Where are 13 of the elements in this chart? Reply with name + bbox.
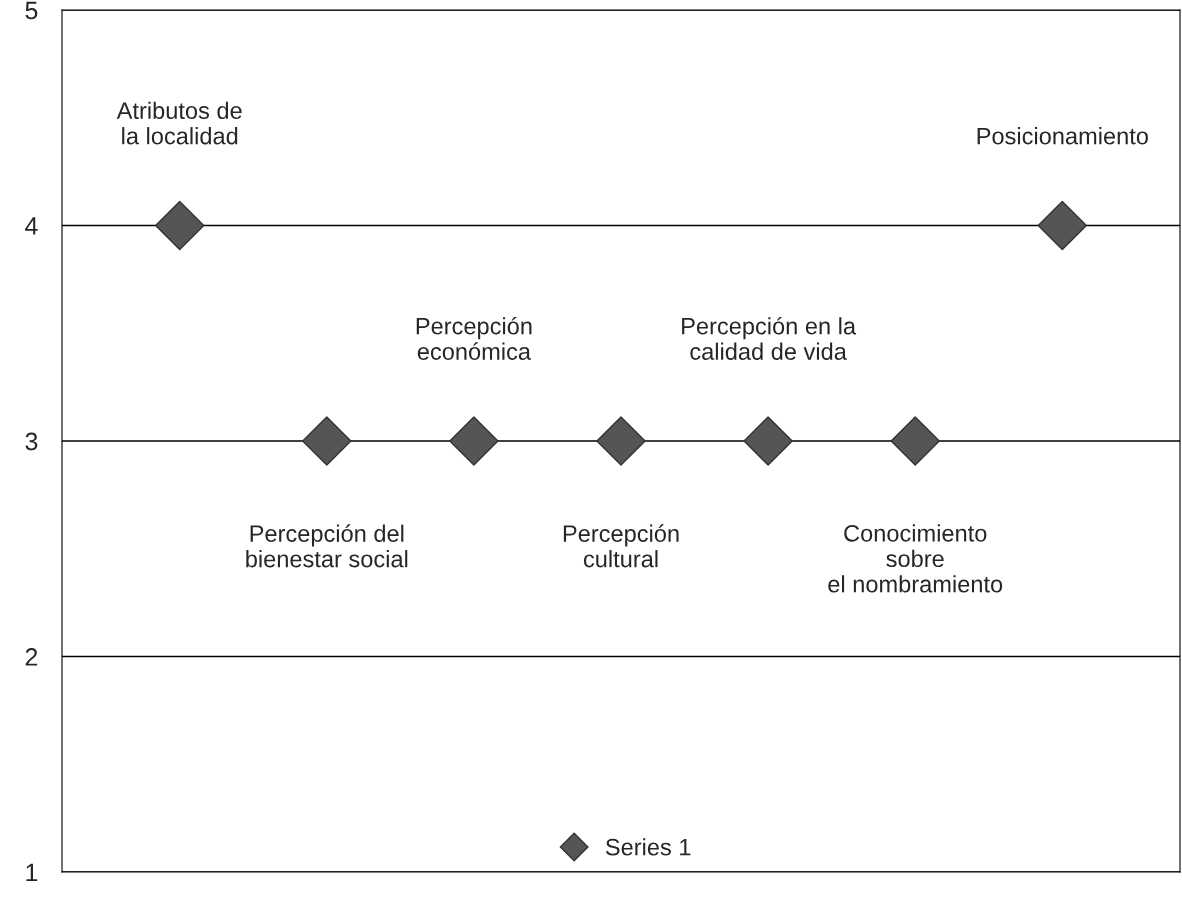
y-tick-label: 5	[25, 1, 38, 20]
annotation: Percepción cultural	[563, 524, 679, 568]
annotation: Atributos de la localidad	[116, 101, 242, 145]
annotation: Percepción en la calidad de vida	[682, 316, 857, 360]
annotation: Percepción económica	[416, 316, 532, 360]
y-tick-label: 4	[25, 217, 38, 235]
annotation: Percepción del bienestar social	[246, 524, 408, 568]
annotation: Posicionamiento	[977, 127, 1148, 145]
annotation: Conocimiento sobre el nombramiento	[828, 524, 1003, 593]
legend-label: Series 1	[605, 838, 691, 856]
y-tick-label: 2	[25, 648, 38, 666]
y-tick-label: 1	[26, 863, 38, 882]
y-tick-label: 3	[25, 432, 38, 451]
